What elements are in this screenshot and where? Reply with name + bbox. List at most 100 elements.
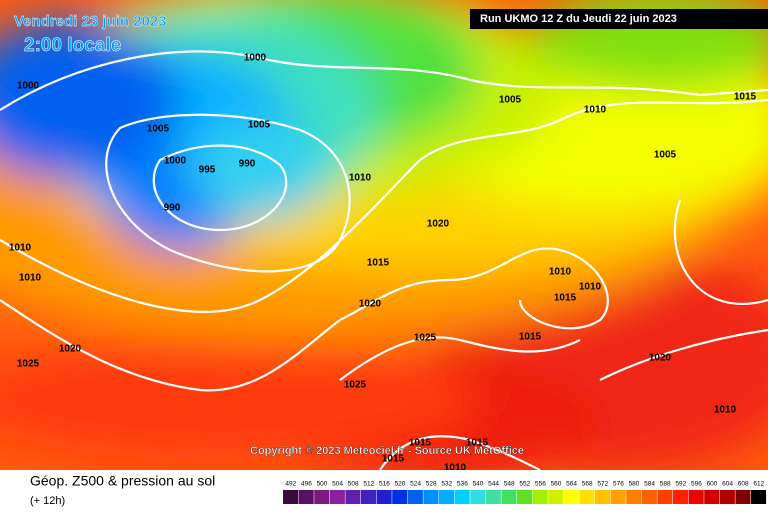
colorbar-label: 516 xyxy=(379,481,390,488)
footer-range: (+ 12h) xyxy=(30,495,65,507)
colorbar-swatch xyxy=(719,490,735,504)
colorbar-swatch xyxy=(439,490,455,504)
colorbar-label: 508 xyxy=(348,481,359,488)
colorbar-swatch xyxy=(532,490,548,504)
colorbar-swatch xyxy=(517,490,533,504)
footer-title: Géop. Z500 & pression au sol xyxy=(30,473,215,489)
colorbar-label: 588 xyxy=(660,481,671,488)
isobar-label: 1015 xyxy=(519,332,542,343)
isobar-label: 1010 xyxy=(579,282,602,293)
isobar-label: 1010 xyxy=(444,463,467,474)
colorbar-swatch xyxy=(501,490,517,504)
colorbar-label: 580 xyxy=(629,481,640,488)
isobar-label: 1020 xyxy=(59,344,82,355)
colorbar-label: 524 xyxy=(410,481,421,488)
colorbar-swatch xyxy=(595,490,611,504)
colorbar-swatch xyxy=(626,490,642,504)
colorbar-label: 596 xyxy=(691,481,702,488)
colorbar-label: 592 xyxy=(675,481,686,488)
colorbar-swatch xyxy=(641,490,657,504)
run-info: Run UKMO 12 Z du Jeudi 22 juin 2023 xyxy=(480,13,677,25)
isobar-label: 1005 xyxy=(499,95,522,106)
colorbar-label: 540 xyxy=(473,481,484,488)
colorbar-swatch xyxy=(610,490,626,504)
colorbar-swatch xyxy=(688,490,704,504)
colorbar-label: 608 xyxy=(738,481,749,488)
colorbar-swatch xyxy=(751,490,767,504)
copyright: Copyright © 2023 Meteociel.fr - Source U… xyxy=(250,445,524,457)
colorbar-label: 568 xyxy=(582,481,593,488)
colorbar-label: 576 xyxy=(613,481,624,488)
isobar-label: 1000 xyxy=(17,81,40,92)
isobar-label: 1005 xyxy=(248,120,271,131)
isobar-label: 1020 xyxy=(359,299,382,310)
isobar-label: 1010 xyxy=(714,405,737,416)
colorbar-swatch xyxy=(485,490,501,504)
colorbar-swatch xyxy=(454,490,470,504)
colorbar-swatch xyxy=(548,490,564,504)
isobars xyxy=(0,50,768,471)
colorbar-swatch xyxy=(345,490,361,504)
isobar-label: 1025 xyxy=(414,333,437,344)
colorbar-swatch xyxy=(470,490,486,504)
colorbar-swatch xyxy=(314,490,330,504)
isobar-label: 1000 xyxy=(164,156,187,167)
colorbar-swatch xyxy=(579,490,595,504)
colorbar-label: 532 xyxy=(441,481,452,488)
colorbar-swatch xyxy=(361,490,377,504)
colorbar-label: 552 xyxy=(519,481,530,488)
colorbar-swatch xyxy=(735,490,751,504)
colorbar-swatch xyxy=(298,490,314,504)
colorbar-swatch xyxy=(657,490,673,504)
colorbar-swatch xyxy=(423,490,439,504)
colorbar-label: 600 xyxy=(707,481,718,488)
colorbar-label: 520 xyxy=(395,481,406,488)
colorbar-swatch xyxy=(407,490,423,504)
colorbar-label: 544 xyxy=(488,481,499,488)
colorbar-swatch xyxy=(376,490,392,504)
isobar-label: 1010 xyxy=(584,105,607,116)
colorbar-label: 556 xyxy=(535,481,546,488)
isobar-label: 1025 xyxy=(344,380,367,391)
colorbar-swatch xyxy=(329,490,345,504)
isobar-label: 1015 xyxy=(382,454,405,465)
map-time: 2:00 locale xyxy=(24,35,121,56)
colorbar-label: 564 xyxy=(566,481,577,488)
colorbar-label: 528 xyxy=(426,481,437,488)
isobar-label: 1005 xyxy=(147,124,170,135)
colorbar-swatch xyxy=(283,490,299,504)
colorbar-swatch xyxy=(563,490,579,504)
colorbar-label: 504 xyxy=(332,481,343,488)
colorbar-label: 500 xyxy=(317,481,328,488)
colorbar-label: 612 xyxy=(753,481,764,488)
colorbar-label: 572 xyxy=(597,481,608,488)
isobar-label: 1015 xyxy=(466,438,489,449)
colorbar-label: 492 xyxy=(285,481,296,488)
colorbar-swatch xyxy=(392,490,408,504)
run-banner xyxy=(470,9,768,29)
isobar-label: 1015 xyxy=(367,258,390,269)
isobar-label: 990 xyxy=(164,203,181,214)
colorbar-label: 536 xyxy=(457,481,468,488)
colorbar-label: 560 xyxy=(551,481,562,488)
isobar-label: 1005 xyxy=(654,150,677,161)
isobar-label: 1015 xyxy=(554,293,577,304)
isobar-label: 1010 xyxy=(549,267,572,278)
map-date: Vendredi 23 juin 2023 xyxy=(14,13,167,30)
isobar-label: 1020 xyxy=(649,353,672,364)
isobar-label: 1010 xyxy=(9,243,32,254)
isobar-label: 1010 xyxy=(349,173,372,184)
colorbar-label: 584 xyxy=(644,481,655,488)
geopotential-field xyxy=(0,0,768,480)
isobar-label: 1015 xyxy=(409,438,432,449)
colorbar-label: 548 xyxy=(504,481,515,488)
colorbar-swatch xyxy=(704,490,720,504)
colorbar-label: 496 xyxy=(301,481,312,488)
colorbar-label: 512 xyxy=(363,481,374,488)
isobar-label: 995 xyxy=(199,165,216,176)
isobar-label: 1025 xyxy=(17,359,40,370)
isobar-label: 990 xyxy=(239,159,256,170)
colorbar: 492 496 500 504 508 512 516 520 524 528 532 536 540 5… xyxy=(283,481,767,504)
